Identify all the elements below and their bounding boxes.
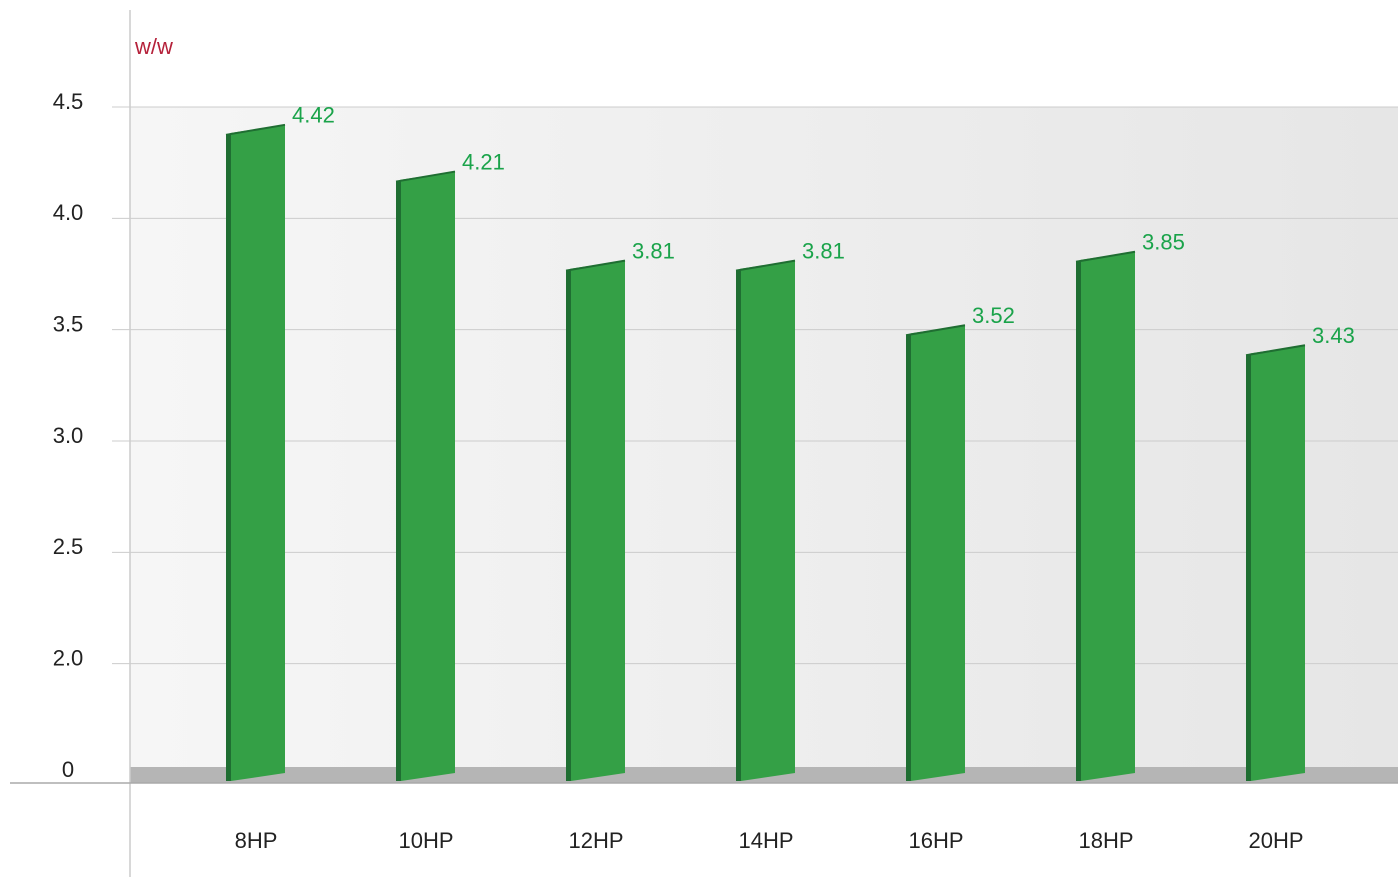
bar-top-edge xyxy=(565,259,626,272)
data-label: 3.81 xyxy=(802,238,845,263)
data-label: 3.43 xyxy=(1312,323,1355,348)
bar-side xyxy=(1246,353,1251,781)
bar xyxy=(1081,251,1135,781)
bar xyxy=(741,260,795,781)
bar-side xyxy=(1076,259,1081,781)
bar xyxy=(911,325,965,781)
bar xyxy=(571,260,625,781)
bar-side xyxy=(736,268,741,781)
data-label: 3.85 xyxy=(1142,230,1185,255)
x-tick-label: 10HP xyxy=(398,828,453,853)
bar-side xyxy=(906,333,911,781)
x-tick-label: 18HP xyxy=(1078,828,1133,853)
bar-side xyxy=(396,179,401,781)
x-tick-label: 8HP xyxy=(235,828,278,853)
bar-top-edge xyxy=(1245,344,1306,357)
y-tick-label: 2.5 xyxy=(53,534,84,559)
y-unit-label: w/w xyxy=(134,34,173,59)
data-label: 4.21 xyxy=(462,149,505,174)
bar-top-edge xyxy=(735,259,796,272)
y-tick-label: 3.5 xyxy=(53,311,84,336)
x-tick-label: 14HP xyxy=(738,828,793,853)
y-tick-label: 0 xyxy=(62,757,74,782)
bar xyxy=(231,124,285,781)
bar-side xyxy=(566,268,571,781)
x-tick-label: 12HP xyxy=(568,828,623,853)
bar xyxy=(401,171,455,781)
y-tick-label: 4.0 xyxy=(53,200,84,225)
data-label: 4.42 xyxy=(292,103,335,128)
bar-top-edge xyxy=(225,123,286,136)
x-tick-label: 16HP xyxy=(908,828,963,853)
bar-top-edge xyxy=(1075,250,1136,263)
data-label: 3.81 xyxy=(632,238,675,263)
x-tick-label: 20HP xyxy=(1248,828,1303,853)
bar-side xyxy=(226,132,231,781)
y-tick-label: 3.0 xyxy=(53,423,84,448)
y-tick-label: 2.0 xyxy=(53,645,84,670)
y-tick-label: 4.5 xyxy=(53,89,84,114)
data-label: 3.52 xyxy=(972,303,1015,328)
bar-top-edge xyxy=(905,324,966,337)
bar xyxy=(1251,345,1305,781)
bar-top-edge xyxy=(395,170,456,183)
